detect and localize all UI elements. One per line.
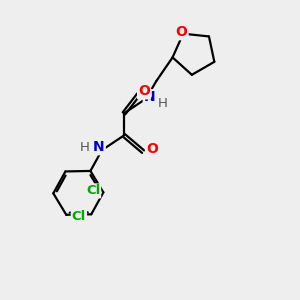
Text: N: N <box>144 90 155 104</box>
Text: O: O <box>146 142 158 156</box>
Text: O: O <box>176 25 188 39</box>
Text: Cl: Cl <box>72 210 86 223</box>
Text: O: O <box>138 84 150 98</box>
Text: Cl: Cl <box>86 184 100 197</box>
Text: H: H <box>157 97 167 110</box>
Text: H: H <box>80 141 90 154</box>
Text: N: N <box>93 140 105 154</box>
